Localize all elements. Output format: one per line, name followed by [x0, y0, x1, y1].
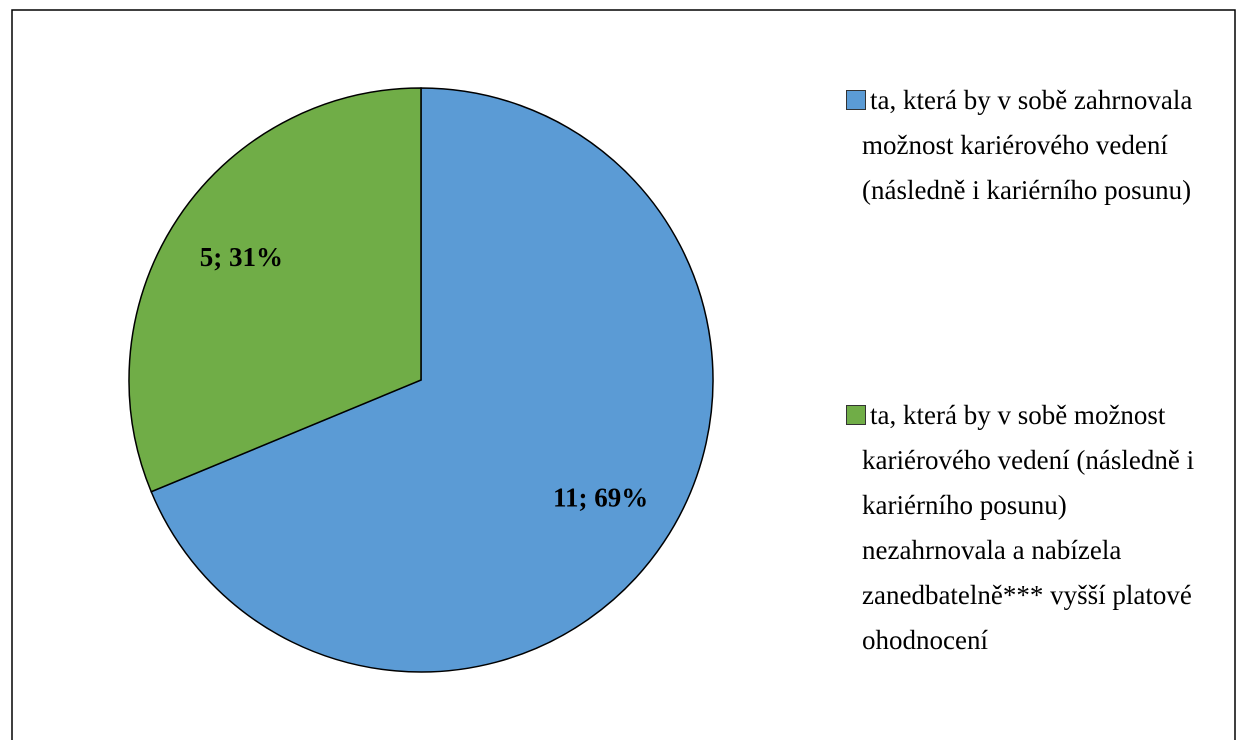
pie-slice [150, 87, 714, 673]
legend-swatch [846, 405, 866, 425]
legend-label: ta, která by v sobě zahrnovala možnost k… [862, 85, 1193, 205]
data-label: 11; 69% [553, 482, 648, 512]
legend-swatch [846, 90, 866, 110]
legend-label: ta, která by v sobě možnost kariérového … [862, 400, 1195, 655]
legend-item: ta, která by v sobě možnost kariérového … [846, 393, 1202, 663]
legend-item: ta, která by v sobě zahrnovala možnost k… [846, 78, 1202, 213]
chart-frame [11, 9, 1236, 740]
data-label: 5; 31% [200, 242, 283, 272]
pie-slice [128, 87, 422, 493]
